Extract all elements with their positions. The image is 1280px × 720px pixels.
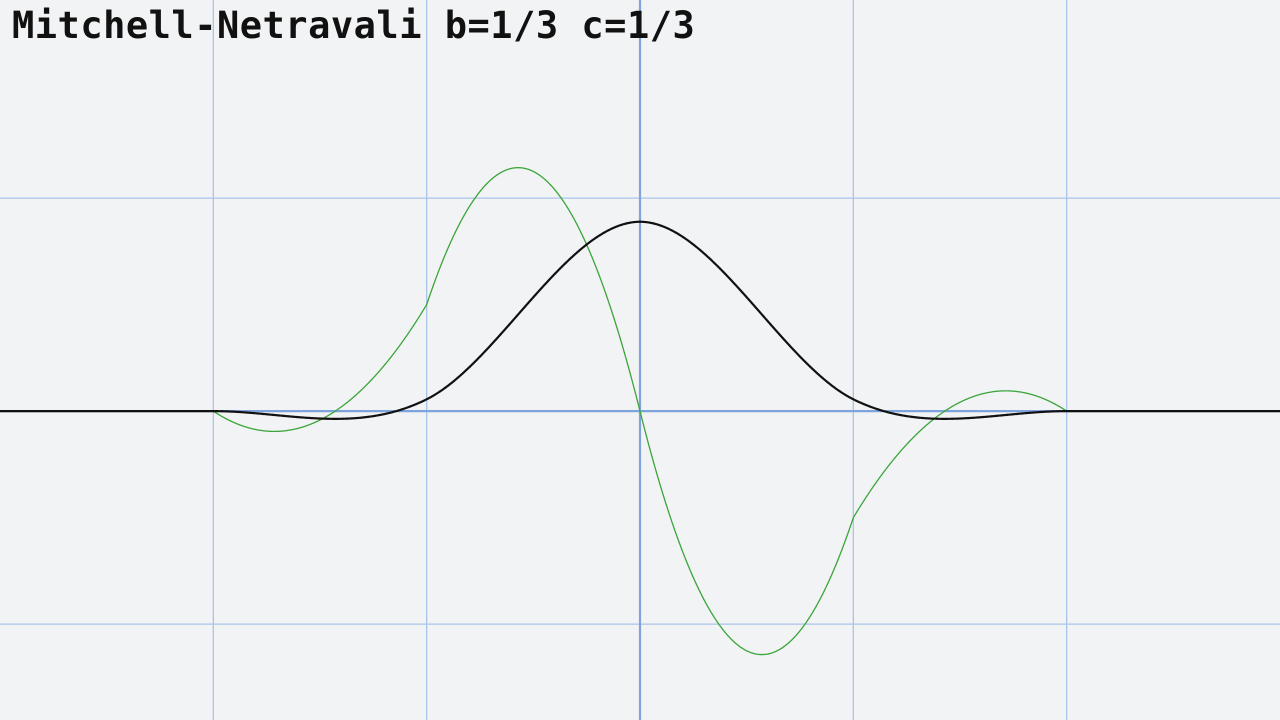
series <box>0 167 1280 656</box>
chart-title: Mitchell-Netravali b=1/3 c=1/3 <box>12 4 696 47</box>
kernel-curve <box>0 220 1280 420</box>
derivative-curve <box>212 167 1068 656</box>
